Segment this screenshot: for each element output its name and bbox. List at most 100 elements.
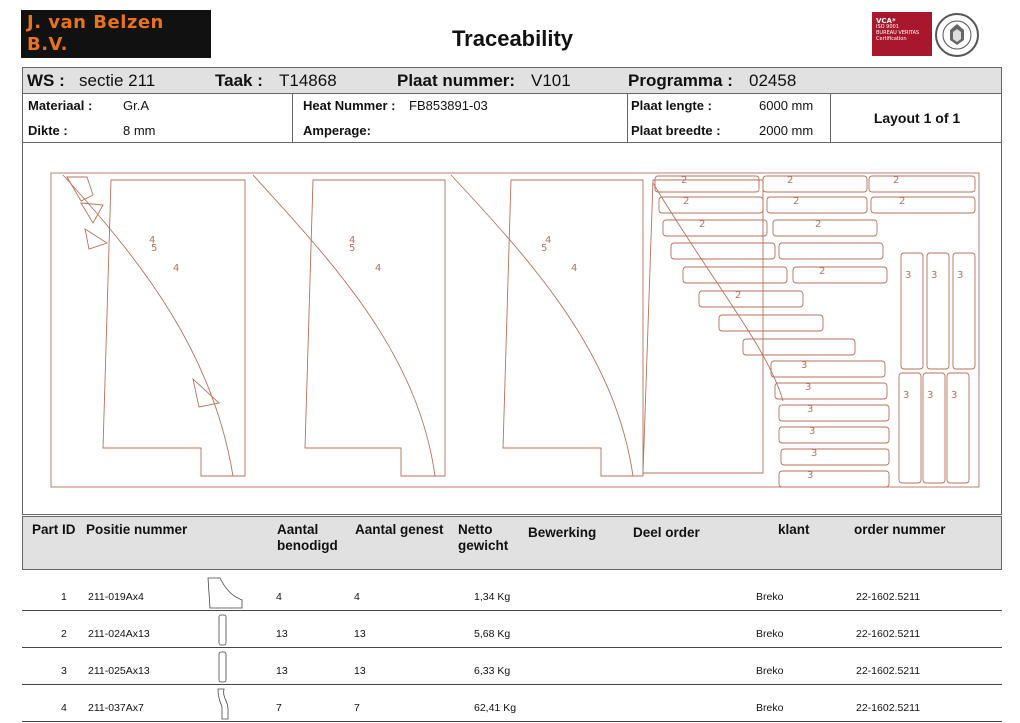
certification-logos: VCA* ISO 9001 BUREAU VERITAS Certificati…: [872, 12, 982, 58]
part-label: 4: [375, 263, 381, 274]
part-label: 4: [149, 235, 155, 246]
dikte-value: 8 mm: [123, 123, 156, 138]
part-label: 3: [957, 270, 963, 281]
part-label: 2: [793, 196, 799, 207]
part-label: 2: [683, 196, 689, 207]
part-label: 5: [151, 243, 157, 254]
col-positie: Positie nummer: [86, 522, 188, 537]
heat-nummer-label: Heat Nummer :: [303, 98, 396, 113]
part-thumbnail: [218, 614, 227, 646]
cell-klant: Breko: [756, 628, 784, 640]
part-label: 3: [805, 382, 811, 393]
ws-value: sectie 211: [79, 71, 156, 90]
col-part-id: Part ID: [32, 522, 76, 537]
programma-value: 02458: [749, 71, 797, 90]
taak-label: Taak :: [215, 71, 263, 90]
document-title: Traceability: [451, 26, 574, 51]
part-label: 3: [801, 360, 807, 371]
logo-name: J. van Belzen B.V.: [27, 12, 164, 55]
part-label: 3: [951, 390, 957, 401]
header-bar: WS : sectie 211 Taak : T14868 Plaat numm…: [22, 67, 1002, 94]
part-label: 2: [815, 219, 821, 230]
part-label: 3: [809, 426, 815, 437]
part-label: 2: [699, 219, 705, 230]
cell-positie: 211-037Ax7: [88, 702, 144, 714]
amperage-label: Amperage:: [303, 123, 371, 138]
col-bewerking: Bewerking: [528, 525, 597, 540]
part-label: 3: [931, 270, 937, 281]
cell-klant: Breko: [756, 665, 784, 677]
taak-value: T14868: [279, 71, 337, 90]
plate-info: Materiaal : Gr.A Dikte : 8 mm Heat Numme…: [22, 94, 1002, 143]
cell-benodigd: 13: [276, 628, 288, 640]
part-label: 3: [811, 448, 817, 459]
cell-genest: 13: [354, 628, 366, 640]
cell-positie: 211-024Ax13: [88, 628, 150, 640]
part-label: 2: [819, 266, 825, 277]
cell-genest: 4: [354, 591, 360, 603]
col-aantal-genest: Aantal genest: [355, 522, 444, 537]
part-thumbnail: [207, 577, 243, 609]
materiaal-label: Materiaal :: [28, 98, 93, 113]
cell-benodigd: 4: [276, 591, 282, 603]
col-klant: klant: [778, 522, 810, 537]
cell-gewicht: 62,41 Kg: [474, 702, 517, 714]
col-netto-gewicht: Netto gewicht: [458, 522, 509, 553]
part-label: 4: [173, 263, 179, 274]
nested-part-small: [66, 176, 220, 408]
part-label: 2: [893, 175, 899, 186]
cell-part-id: 3: [61, 665, 67, 677]
col-aantal-benodigd: Aantal benodigd: [277, 522, 338, 553]
part-label: 4: [571, 263, 577, 274]
plaat-lengte-label: Plaat lengte :: [631, 98, 712, 113]
cell-gewicht: 6,33 Kg: [474, 665, 511, 677]
cell-part-id: 2: [61, 628, 67, 640]
cell-genest: 7: [354, 702, 360, 714]
cell-order: 22-1602.5211: [856, 591, 921, 603]
layout-indicator: Layout 1 of 1: [873, 110, 961, 126]
cell-gewicht: 5,68 Kg: [474, 628, 511, 640]
cell-part-id: 1: [61, 591, 67, 603]
cell-klant: Breko: [756, 591, 784, 603]
cell-order: 22-1602.5211: [856, 628, 921, 640]
col-deel-order: Deel order: [633, 525, 700, 540]
cell-klant: Breko: [756, 702, 784, 714]
cell-benodigd: 7: [276, 702, 282, 714]
table-row[interactable]: 4 211-037Ax7 7 7 62,41 Kg Breko 22-1602.…: [22, 685, 1002, 722]
part-label: 3: [807, 404, 813, 415]
cell-benodigd: 13: [276, 665, 288, 677]
parts-table-header: Part ID Positie nummer Aantal benodigd Aa…: [22, 516, 1002, 570]
materiaal-value: Gr.A: [123, 98, 150, 113]
cell-order: 22-1602.5211: [856, 702, 921, 714]
part-label: 5: [541, 243, 547, 254]
part-label: 2: [681, 175, 687, 186]
part-thumbnail: [218, 651, 227, 683]
table-row[interactable]: 1 211-019Ax4 4 4 1,34 Kg Breko 22-1602.5…: [22, 574, 1002, 611]
cell-genest: 13: [354, 665, 366, 677]
cell-positie: 211-025Ax13: [88, 665, 150, 677]
plaat-breedte-label: Plaat breedte :: [631, 123, 721, 138]
nested-part-large: [62, 174, 784, 477]
heat-nummer-value: FB853891-03: [409, 98, 488, 113]
part-label: 5: [349, 243, 355, 254]
cell-positie: 211-019Ax4: [88, 591, 144, 603]
part-label: 3: [903, 390, 909, 401]
plate-outline: [50, 172, 980, 488]
table-row[interactable]: 2 211-024Ax13 13 13 5,68 Kg Breko 22-160…: [22, 611, 1002, 648]
part-label: 3: [905, 270, 911, 281]
part-label: 4: [349, 235, 355, 246]
table-row[interactable]: 3 211-025Ax13 13 13 6,33 Kg Breko 22-160…: [22, 648, 1002, 685]
nested-strips-2: [654, 175, 976, 356]
col-order-nummer: order nummer: [854, 522, 946, 537]
part-label: 2: [899, 196, 905, 207]
part-thumbnail: [217, 688, 229, 720]
cell-part-id: 4: [61, 702, 67, 714]
part-label: 2: [787, 175, 793, 186]
part-label: 2: [735, 290, 741, 301]
dikte-label: Dikte :: [28, 123, 68, 138]
cell-gewicht: 1,34 Kg: [474, 591, 511, 603]
plaat-nummer-value: V101: [531, 71, 571, 90]
plaat-lengte-value: 6000 mm: [759, 98, 814, 113]
nested-strips-3: [770, 252, 976, 488]
